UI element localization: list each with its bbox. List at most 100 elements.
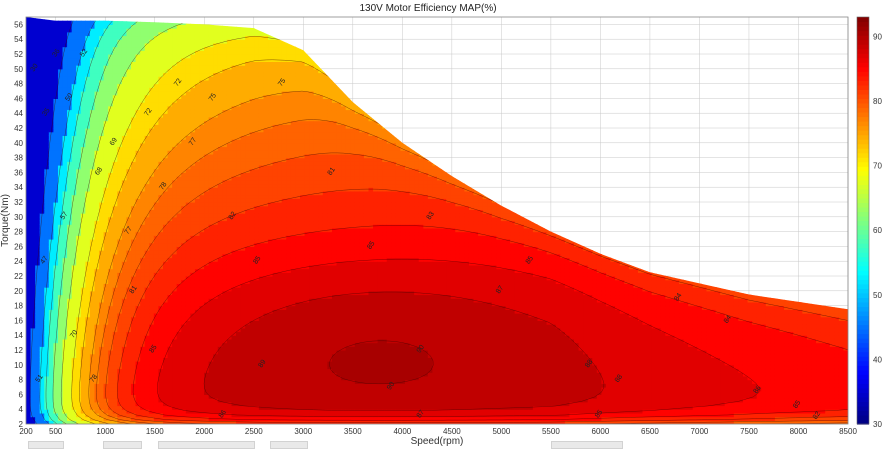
efficiency-cell: [163, 72, 169, 77]
efficiency-cell: [39, 294, 45, 299]
efficiency-cell: [217, 287, 223, 292]
efficiency-cell: [172, 327, 178, 333]
efficiency-cell: [94, 246, 100, 251]
efficiency-cell: [176, 250, 182, 255]
efficiency-cell: [163, 309, 169, 314]
efficiency-cell: [172, 146, 178, 151]
efficiency-cell: [62, 350, 68, 355]
efficiency-cell: [48, 390, 54, 395]
efficiency-cell: [217, 409, 223, 414]
efficiency-cell: [112, 313, 118, 318]
efficiency-cell: [163, 135, 169, 140]
efficiency-cell: [194, 350, 201, 355]
efficiency-cell: [172, 216, 178, 222]
efficiency-cell: [181, 61, 187, 66]
efficiency-cell: [44, 91, 50, 96]
efficiency-cell: [217, 190, 223, 196]
efficiency-cell: [35, 368, 41, 373]
efficiency-cell: [89, 261, 96, 266]
efficiency-cell: [213, 390, 219, 395]
efficiency-cell: [112, 72, 118, 77]
efficiency-cell: [89, 227, 96, 233]
efficiency-cell: [217, 24, 223, 29]
efficiency-cell: [163, 87, 169, 92]
efficiency-cell: [80, 235, 86, 240]
efficiency-cell: [213, 346, 219, 351]
efficiency-cell: [181, 209, 187, 214]
efficiency-cell: [30, 364, 36, 370]
efficiency-cell: [89, 146, 96, 151]
efficiency-cell: [26, 187, 32, 192]
efficiency-cell: [226, 353, 233, 358]
efficiency-cell: [94, 157, 100, 162]
efficiency-cell: [167, 57, 173, 62]
efficiency-cell: [85, 42, 91, 48]
efficiency-cell: [149, 20, 155, 25]
efficiency-cell: [149, 190, 155, 196]
efficiency-cell: [163, 54, 169, 59]
efficiency-cell: [48, 161, 54, 166]
efficiency-cell: [112, 146, 118, 151]
efficiency-cell: [208, 350, 214, 355]
efficiency-cell: [222, 113, 228, 118]
efficiency-cell: [204, 257, 210, 262]
efficiency-cell: [62, 190, 68, 196]
efficiency-cell: [231, 387, 237, 392]
efficiency-cell: [176, 131, 182, 136]
efficiency-cell: [57, 335, 64, 340]
efficiency-cell: [85, 301, 91, 307]
efficiency-cell: [176, 83, 182, 88]
efficiency-cell: [190, 335, 196, 340]
efficiency-cell: [121, 372, 128, 377]
efficiency-cell: [89, 17, 96, 22]
efficiency-cell: [99, 87, 105, 92]
efficiency-cell: [135, 142, 141, 148]
efficiency-cell: [35, 128, 41, 133]
efficiency-cell: [71, 79, 77, 85]
efficiency-cell: [208, 54, 214, 59]
efficiency-cell: [57, 24, 64, 29]
efficiency-cell: [112, 209, 118, 214]
efficiency-cell: [226, 116, 233, 122]
efficiency-cell: [99, 94, 105, 99]
efficiency-cell: [194, 183, 201, 188]
efficiency-cell: [217, 316, 223, 321]
efficiency-cell: [131, 161, 137, 166]
efficiency-cell: [208, 383, 214, 388]
efficiency-cell: [199, 279, 205, 284]
efficiency-cell: [57, 116, 64, 122]
efficiency-cell: [194, 65, 201, 70]
efficiency-cell: [153, 28, 160, 33]
efficiency-cell: [99, 165, 105, 170]
efficiency-cell: [126, 320, 132, 325]
efficiency-cell: [112, 168, 118, 173]
efficiency-cell: [85, 231, 91, 236]
efficiency-cell: [131, 327, 137, 333]
efficiency-cell: [226, 401, 233, 407]
efficiency-cell: [199, 227, 205, 233]
efficiency-cell: [131, 46, 137, 51]
efficiency-cell: [62, 279, 68, 284]
efficiency-cell: [76, 409, 82, 414]
efficiency-cell: [149, 54, 155, 59]
efficiency-cell: [176, 227, 182, 233]
efficiency-cell: [117, 209, 123, 214]
efficiency-cell: [153, 290, 160, 296]
efficiency-cell: [126, 198, 132, 203]
efficiency-cell: [158, 194, 164, 199]
efficiency-cell: [35, 146, 41, 151]
efficiency-cell: [39, 242, 45, 247]
efficiency-cell: [181, 250, 187, 255]
efficiency-cell: [76, 131, 82, 136]
efficiency-cell: [44, 50, 50, 55]
efficiency-cell: [80, 172, 86, 177]
efficiency-cell: [71, 72, 77, 77]
efficiency-cell: [149, 124, 155, 129]
efficiency-cell: [181, 246, 187, 251]
efficiency-cell: [213, 142, 219, 148]
efficiency-cell: [213, 220, 219, 225]
efficiency-cell: [194, 253, 201, 259]
efficiency-cell: [53, 242, 59, 247]
efficiency-cell: [190, 35, 196, 40]
efficiency-cell: [71, 105, 77, 111]
